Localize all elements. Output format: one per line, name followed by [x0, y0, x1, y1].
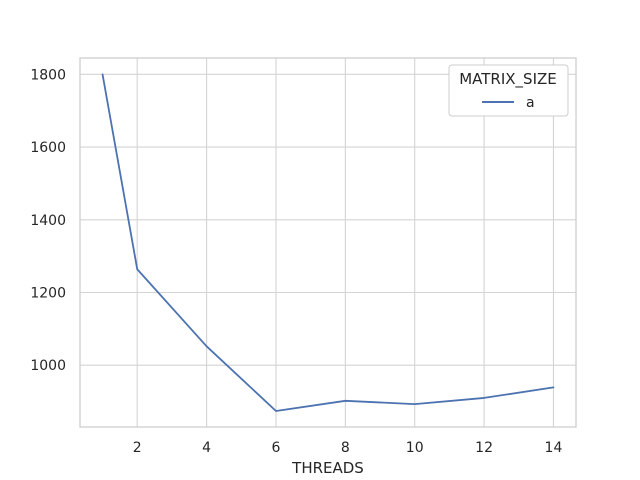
x-tick-2: 2 — [133, 440, 142, 456]
y-tick-1400: 1400 — [30, 213, 66, 229]
x-tick-12: 12 — [475, 440, 493, 456]
x-axis-label: THREADS — [291, 459, 364, 477]
x-tick-8: 8 — [341, 440, 350, 456]
series-line-a — [101, 73, 555, 412]
legend: MATRIX_SIZE a — [448, 64, 569, 117]
series-lines — [101, 73, 555, 412]
legend-box — [448, 64, 569, 117]
x-tick-14: 14 — [545, 440, 563, 456]
grid-lines — [80, 58, 576, 427]
plot-frame — [79, 57, 577, 428]
y-tick-1600: 1600 — [30, 140, 66, 156]
y-tick-1800: 1800 — [30, 67, 66, 83]
legend-entry-a: a — [526, 95, 535, 111]
y-tick-1000: 1000 — [30, 358, 66, 374]
x-tick-10: 10 — [406, 440, 424, 456]
y-tick-labels: 1000 1200 1400 1600 1800 — [30, 67, 66, 374]
y-tick-1200: 1200 — [30, 285, 66, 301]
x-tick-6: 6 — [272, 440, 281, 456]
x-tick-4: 4 — [202, 440, 211, 456]
legend-title: MATRIX_SIZE — [459, 70, 557, 89]
x-tick-labels: 2 4 6 8 10 12 14 — [133, 440, 563, 456]
